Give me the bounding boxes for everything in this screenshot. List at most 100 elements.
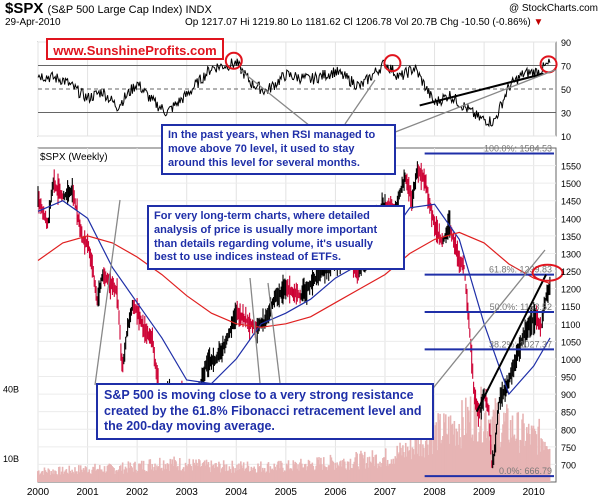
volume-bar xyxy=(352,464,355,482)
volume-bar xyxy=(137,470,139,482)
volume-bar xyxy=(284,471,287,482)
volume-bar xyxy=(458,423,460,482)
volume-bar xyxy=(92,466,94,482)
volume-bar xyxy=(332,461,335,482)
volume-bar xyxy=(74,467,76,482)
volume-bar xyxy=(314,469,316,482)
volume-bar xyxy=(391,463,394,482)
volume-bar xyxy=(153,467,155,482)
volume-bar xyxy=(379,461,381,482)
volume-tick-label: 40B xyxy=(3,385,19,395)
price-tick-label: 1150 xyxy=(561,302,580,312)
volume-bar xyxy=(127,461,130,482)
volume-bar xyxy=(204,465,207,482)
price-tick-label: 1000 xyxy=(561,355,581,365)
volume-bar xyxy=(488,440,491,482)
volume-bar xyxy=(508,442,511,482)
volume-bar xyxy=(156,465,158,482)
volume-bar xyxy=(387,465,390,482)
volume-bar xyxy=(466,406,469,482)
volume-bar xyxy=(522,413,524,482)
volume-bar xyxy=(277,461,279,482)
volume-bar xyxy=(190,465,193,482)
volume-bar xyxy=(447,416,450,482)
volume-bar xyxy=(402,445,404,482)
volume-bar xyxy=(350,467,353,482)
open-value: 1217.07 xyxy=(201,17,238,28)
volume-bar xyxy=(413,454,416,482)
volume-bar xyxy=(77,465,80,482)
volume-bar xyxy=(259,465,261,482)
volume-bar xyxy=(57,475,59,482)
volume-bar xyxy=(433,436,436,482)
volume-bar xyxy=(467,410,470,482)
volume-bar xyxy=(448,443,451,482)
volume-bar xyxy=(222,460,225,482)
volume-bar xyxy=(165,469,168,482)
volume-bar xyxy=(455,428,458,482)
volume-bar xyxy=(440,443,442,482)
volume-bar xyxy=(431,454,434,482)
volume-bar xyxy=(393,463,396,482)
volume-bar xyxy=(262,470,265,482)
volume-bar xyxy=(245,467,248,482)
volume-bar xyxy=(195,459,197,482)
volume-bar xyxy=(193,462,195,482)
volume-bar xyxy=(273,463,276,482)
volume-bar xyxy=(104,472,107,482)
x-tick-label: 2003 xyxy=(176,487,199,498)
volume-bar xyxy=(321,464,323,482)
volume-bar xyxy=(103,466,106,482)
volume-bar xyxy=(155,470,157,482)
volume-bar xyxy=(346,461,349,482)
volume-bar xyxy=(207,462,210,482)
price-tick-label: 850 xyxy=(561,408,576,418)
volume-bar xyxy=(404,442,407,482)
volume-bar xyxy=(98,469,100,482)
volume-bar xyxy=(56,474,58,482)
volume-bar xyxy=(338,466,340,482)
volume-bar xyxy=(415,438,418,482)
volume-bar xyxy=(540,438,542,482)
volume-bar xyxy=(220,472,222,482)
volume-bar xyxy=(53,474,55,482)
volume-bar xyxy=(66,472,69,482)
volume-bar xyxy=(384,448,387,482)
volume-bar xyxy=(117,471,119,482)
volume-bar xyxy=(231,460,234,482)
volume-bar xyxy=(437,413,439,482)
volume-bar xyxy=(111,466,113,482)
volume-bar xyxy=(286,465,289,482)
volume-bar xyxy=(502,424,504,482)
volume-bar xyxy=(356,453,358,482)
volume-bar xyxy=(342,458,345,482)
volume-bar xyxy=(533,428,536,482)
volume-bar xyxy=(148,459,151,482)
volume-bar xyxy=(399,442,401,482)
volume-bar xyxy=(378,465,380,482)
volume-bar xyxy=(383,457,386,482)
volume-bar xyxy=(169,458,172,482)
volume-bar xyxy=(532,425,535,482)
volume-bar xyxy=(181,468,184,482)
volume-bar xyxy=(337,465,339,482)
price-tick-label: 1250 xyxy=(561,267,581,277)
volume-bar xyxy=(59,474,62,482)
volume-bar xyxy=(462,417,464,482)
volume-bar xyxy=(395,458,398,482)
volume-bar xyxy=(223,464,226,482)
volume-bar xyxy=(163,469,166,482)
volume-bar xyxy=(472,440,475,482)
volume-bar xyxy=(206,464,209,482)
volume-bar xyxy=(476,441,479,482)
ticker-symbol: $SPX xyxy=(5,0,44,17)
volume-bar xyxy=(444,414,447,482)
volume-bar xyxy=(305,470,308,482)
rsi-callout: In the past years, when RSI managed to m… xyxy=(161,124,396,176)
volume-bar xyxy=(168,470,171,482)
price-tick-label: 1300 xyxy=(561,249,581,259)
volume-bar xyxy=(238,463,240,482)
volume-bar xyxy=(232,466,235,482)
volume-bar xyxy=(306,466,309,482)
volume-bar xyxy=(282,471,285,482)
